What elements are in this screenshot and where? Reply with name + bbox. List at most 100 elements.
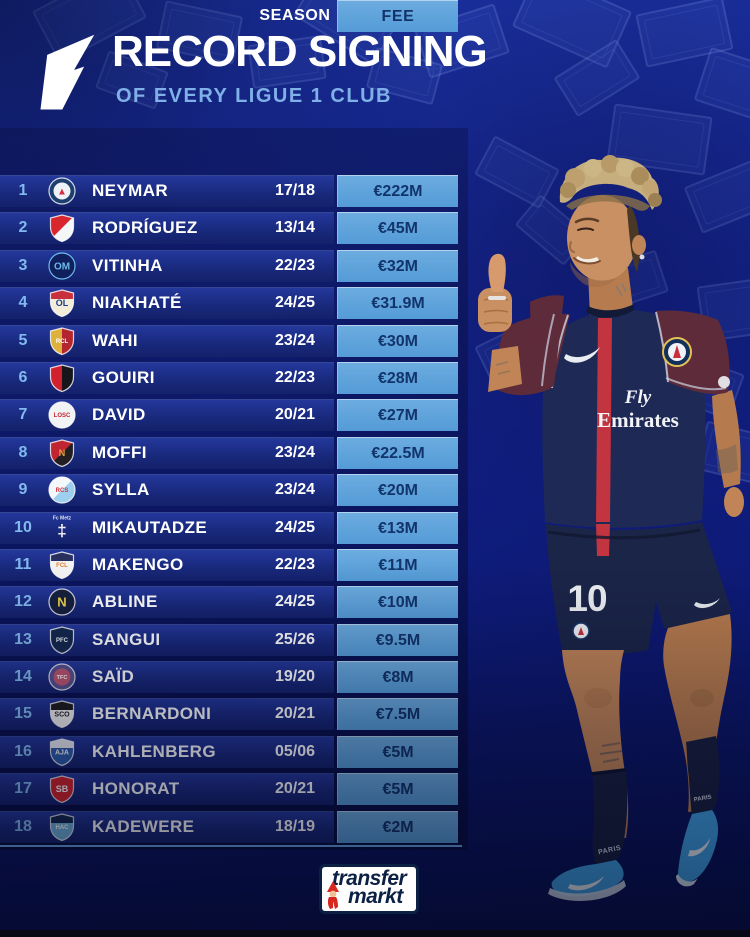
season-value: 05/06 [274, 742, 316, 760]
season-value: 20/21 [274, 705, 316, 723]
table-row: 2 RODRÍGUEZ 13/14 €45M [0, 212, 458, 245]
season-value: 24/25 [274, 294, 316, 312]
fee-badge: €45M [337, 212, 458, 245]
table-row: 4 OL NIAKHATÉ 24/25 €31.9M [0, 287, 458, 320]
table-divider [0, 845, 462, 847]
player-back-arm [712, 390, 744, 517]
club-crest: OM [47, 251, 77, 281]
table-row: 7 LOSC DAVID 20/21 €27M [0, 399, 458, 432]
club-crest: SCO [47, 699, 77, 729]
player-name: SANGUI [92, 629, 161, 649]
player-name: MIKAUTADZE [92, 517, 208, 537]
svg-text:OL: OL [56, 298, 69, 308]
fee-badge: €2M [337, 810, 458, 843]
player-name: KADEWERE [92, 816, 195, 836]
table-row: 10 Fc Metz ‡ MIKAUTADZE 24/25 €13M [0, 511, 458, 544]
fee-badge: €222M [337, 175, 458, 207]
right-boot [548, 860, 626, 901]
player-name: HONORAT [92, 779, 180, 799]
column-header-season: SEASON [259, 7, 331, 24]
svg-text:SB: SB [56, 784, 69, 794]
rank-number: 12 [14, 593, 32, 611]
shorts-crest-patch [572, 622, 590, 640]
club-crest: OL [47, 288, 77, 318]
finger-ring [488, 296, 506, 300]
season-value: 23/24 [274, 481, 316, 499]
club-crest: SB [47, 774, 77, 804]
svg-text:TFC: TFC [57, 675, 68, 681]
fee-badge: €10M [337, 586, 458, 619]
table-row: 9 RCS SYLLA 23/24 €20M [0, 474, 458, 507]
svg-text:LOSC: LOSC [54, 414, 71, 420]
fee-badge: €22.5M [337, 436, 458, 469]
svg-text:HAC: HAC [56, 825, 70, 831]
svg-text:AJA: AJA [55, 749, 69, 756]
player-name: MOFFI [92, 442, 147, 462]
rank-number: 5 [18, 331, 28, 349]
club-crest [47, 363, 77, 393]
fee-badge: €7.5M [337, 698, 458, 731]
bottom-bar [0, 930, 750, 937]
club-crest: FCL [47, 550, 77, 580]
table-row: 6 GOUIRI 22/23 €28M [0, 361, 458, 394]
season-value: 17/18 [274, 182, 316, 199]
table-row: 17 SB HONORAT 20/21 €5M [0, 773, 458, 806]
club-crest: ▲ [47, 176, 77, 206]
transfermarkt-logo: transfer markt [319, 864, 420, 916]
player-name: BERNARDONI [92, 704, 212, 724]
svg-text:‡: ‡ [57, 521, 66, 540]
table-row: 12 N ABLINE 24/25 €10M [0, 586, 458, 619]
rank-number: 17 [14, 780, 32, 798]
fee-badge: €5M [337, 773, 458, 806]
table-row: 3 OM VITINHA 22/23 €32M [0, 249, 458, 282]
fee-badge: €9.5M [337, 623, 458, 656]
transfermarkt-gnome-icon [325, 881, 341, 916]
fee-badge: €5M [337, 735, 458, 768]
fee-badge: €20M [337, 474, 458, 507]
fee-badge: €11M [337, 548, 458, 581]
rank-number: 4 [18, 294, 28, 312]
club-crest [47, 213, 77, 243]
season-value: 23/24 [274, 331, 316, 349]
left-boot [676, 810, 719, 887]
table-row: 1 ▲ NEYMAR 17/18 €222M [0, 175, 458, 207]
shirt-sponsor-line2: Emirates [597, 408, 679, 432]
table-row: 5 RCL WAHI 23/24 €30M [0, 324, 458, 357]
fee-badge: €13M [337, 511, 458, 544]
table-row: 8 N MOFFI 23/24 €22.5M [0, 436, 458, 469]
club-crest: LOSC [47, 400, 77, 430]
earring [639, 254, 645, 260]
rank-number: 6 [18, 368, 28, 386]
rank-number: 16 [14, 742, 32, 760]
club-crest: PFC [47, 625, 77, 655]
season-value: 25/26 [274, 630, 316, 648]
svg-text:OM: OM [54, 261, 70, 272]
season-value: 13/14 [274, 219, 316, 237]
rank-number: 14 [14, 668, 32, 686]
player-name: VITINHA [92, 255, 163, 275]
club-crest: N [47, 587, 77, 617]
neymar-photo: Fly Emirates 10 [450, 150, 750, 937]
player-name: ABLINE [92, 592, 158, 612]
player-name: KAHLENBERG [92, 741, 216, 761]
svg-text:RCL: RCL [56, 339, 69, 345]
fee-badge: €32M [337, 249, 458, 282]
rank-number: 13 [14, 630, 32, 648]
season-value: 24/25 [274, 593, 316, 611]
season-value: 22/23 [274, 368, 316, 386]
svg-text:SCO: SCO [54, 712, 70, 719]
rank-number: 3 [18, 256, 28, 274]
season-value: 18/19 [274, 817, 316, 835]
page-subtitle: OF EVERY LIGUE 1 CLUB [116, 85, 392, 107]
player-name: RODRÍGUEZ [92, 218, 198, 238]
rank-number: 11 [14, 555, 32, 573]
player-name: NEYMAR [92, 181, 169, 200]
club-crest: AJA [47, 737, 77, 767]
svg-text:PFC: PFC [56, 638, 69, 644]
club-crest: N [47, 438, 77, 468]
club-crest: HAC [47, 812, 77, 842]
table-row: 15 SCO BERNARDONI 20/21 €7.5M [0, 698, 458, 731]
rank-number: 8 [18, 443, 28, 461]
rank-number: 15 [14, 705, 32, 723]
